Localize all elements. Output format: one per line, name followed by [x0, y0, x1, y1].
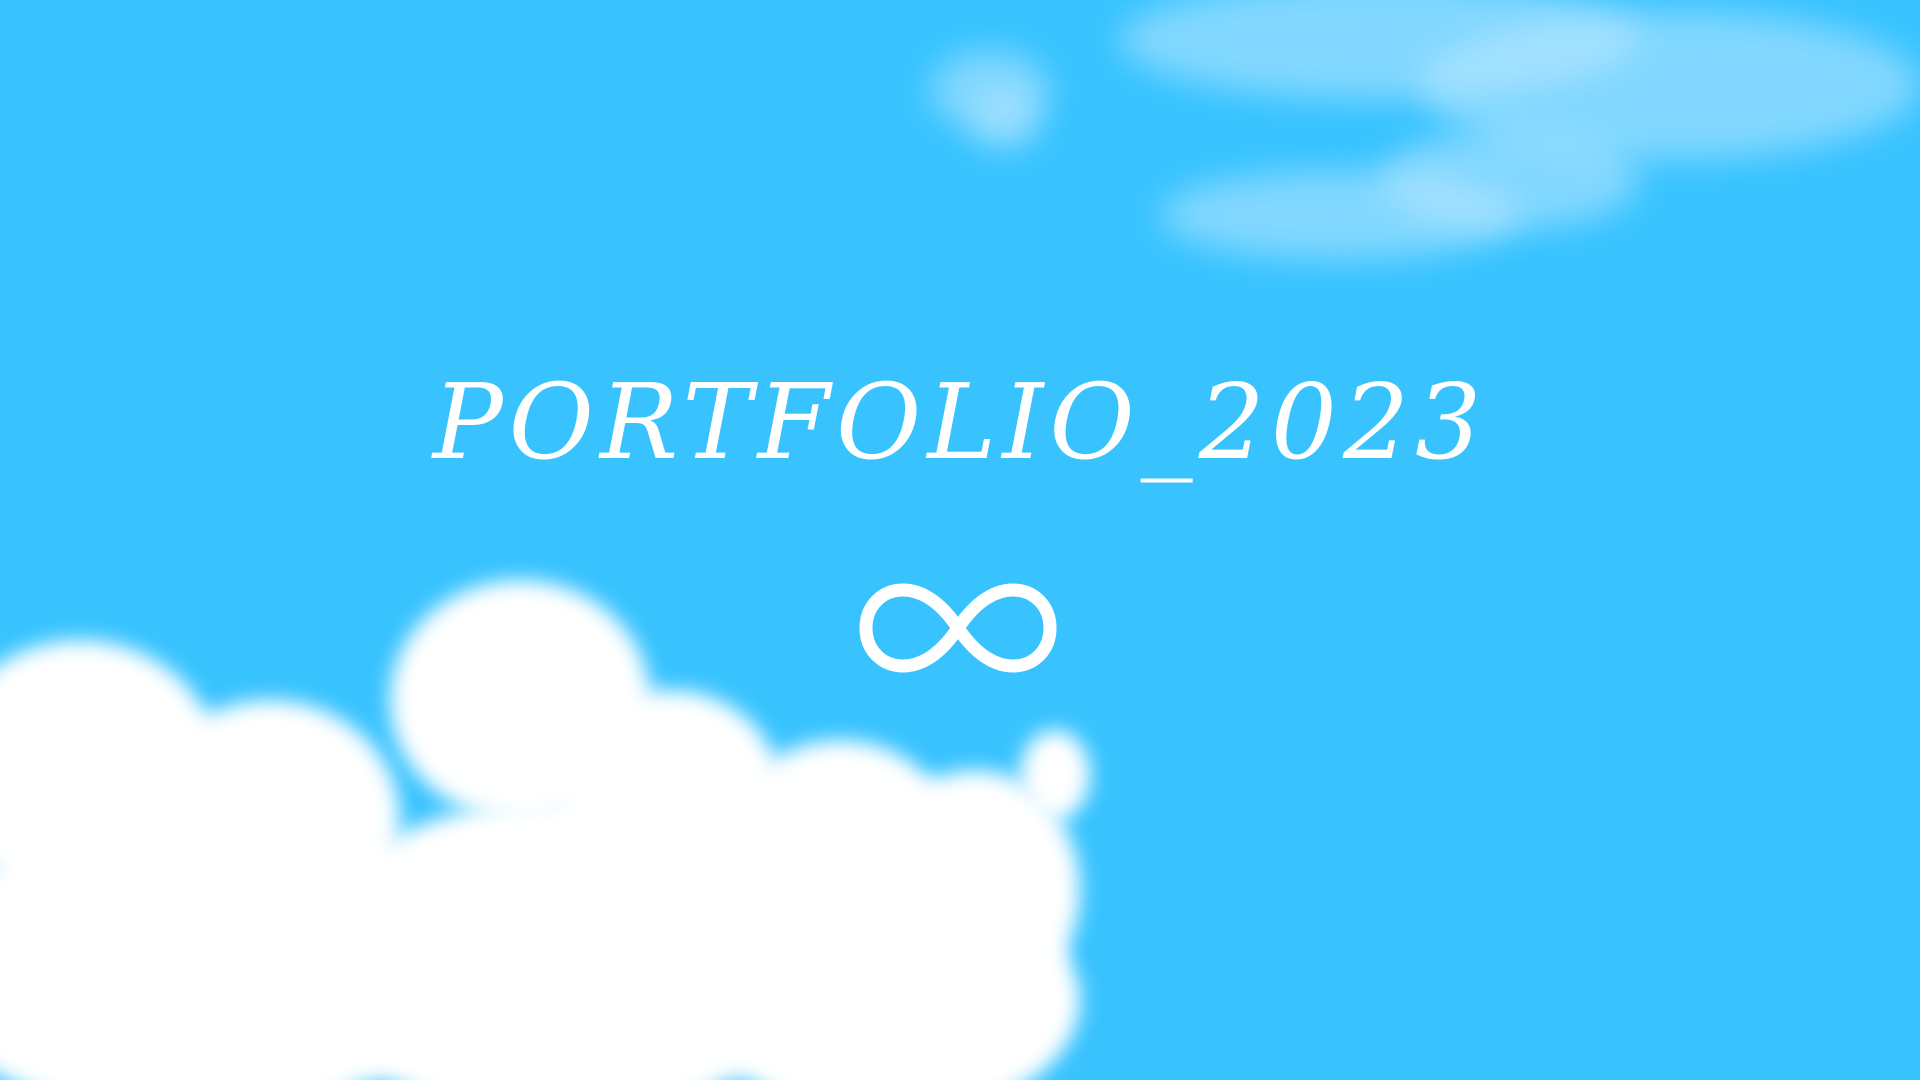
infinity-icon — [859, 583, 1057, 673]
portfolio-title: PORTFOLIO_2023 — [432, 361, 1488, 483]
